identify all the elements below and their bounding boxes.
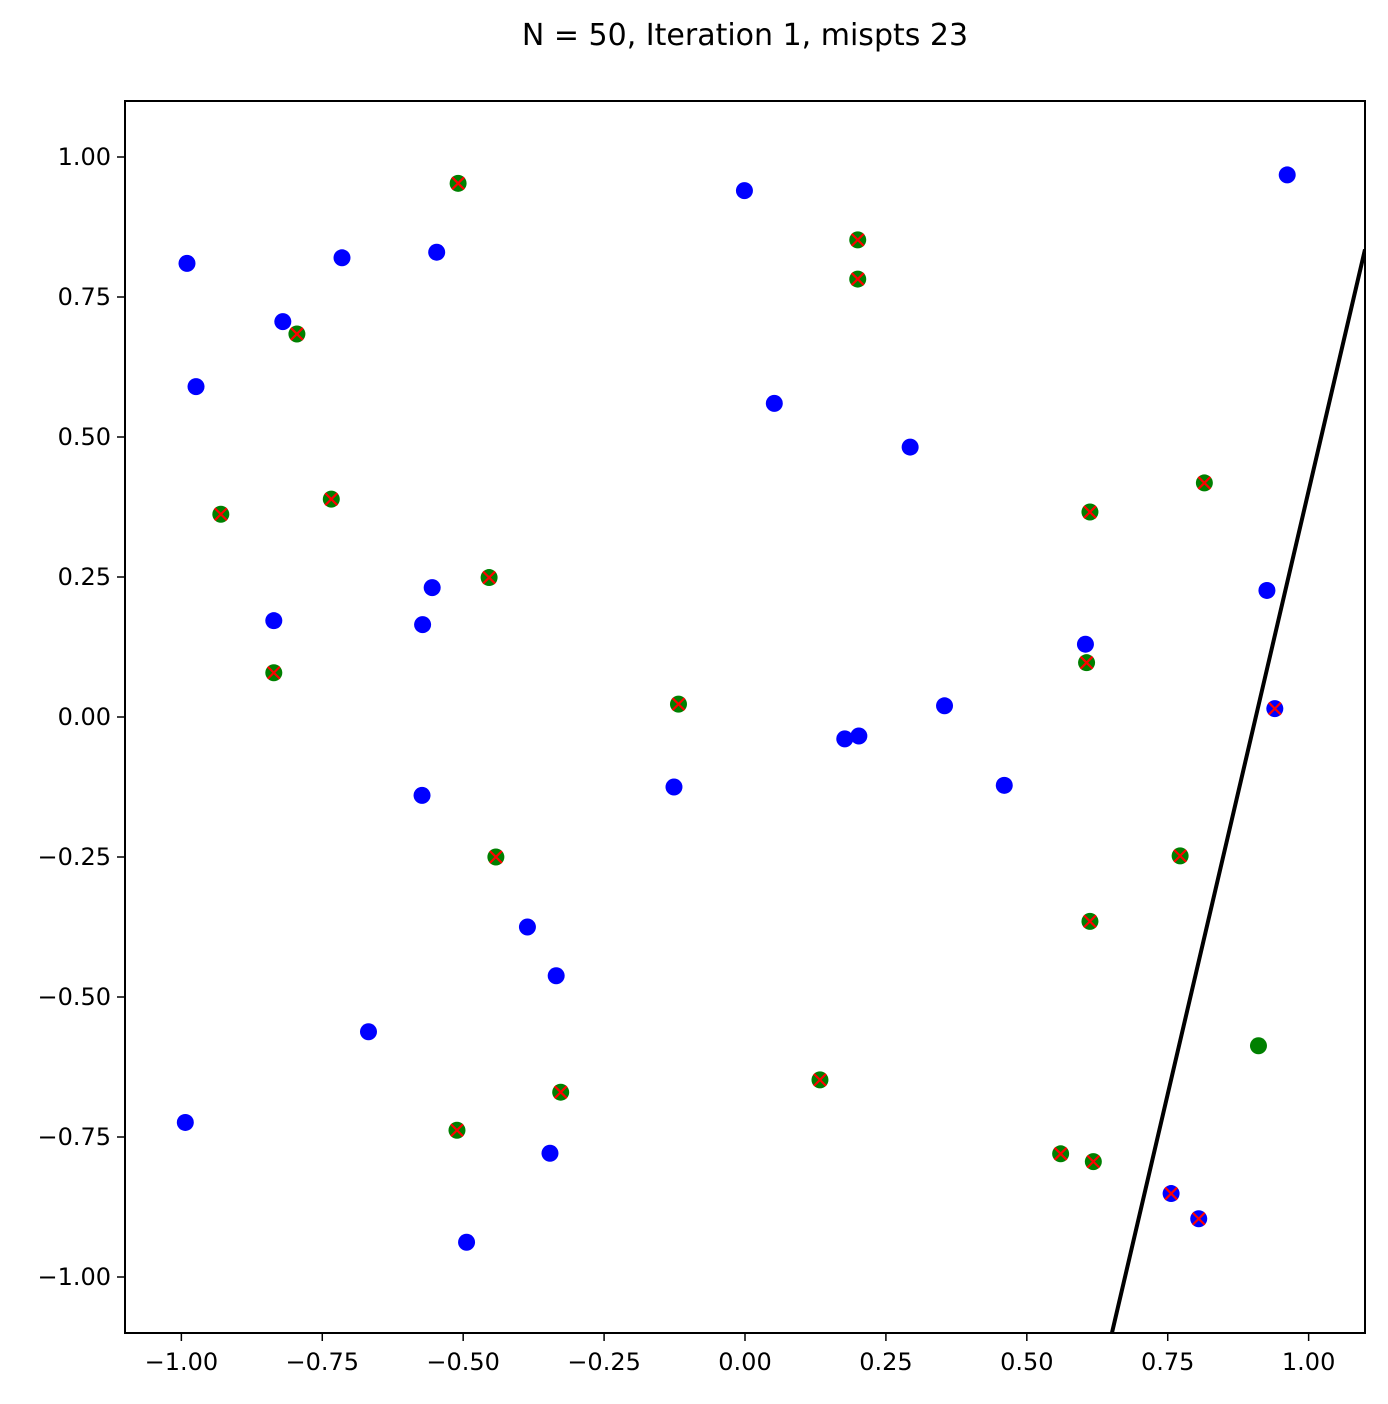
blue-point <box>936 697 954 715</box>
green-point <box>1249 1037 1267 1055</box>
misclassified-x-marker <box>1083 505 1097 519</box>
blue-point <box>735 182 753 200</box>
blue-point <box>836 730 854 748</box>
misclassified-x-marker <box>450 1123 464 1138</box>
x-tick-label: −0.50 <box>426 1348 500 1376</box>
misclassified-x-marker <box>1083 914 1097 929</box>
blue-point <box>333 249 351 267</box>
blue-point <box>265 612 283 630</box>
y-tick-label: −1.00 <box>37 1263 111 1291</box>
blue-point <box>765 394 783 412</box>
axes-frame <box>124 100 1366 1334</box>
x-tick-label: −0.25 <box>567 1348 641 1376</box>
chart-title: N = 50, Iteration 1, mispts 23 <box>522 18 968 53</box>
blue-point <box>274 313 292 331</box>
misclassified-x-marker <box>1164 1186 1178 1201</box>
misclassified-x-marker <box>482 570 496 585</box>
x-tick-label: 0.00 <box>718 1348 771 1376</box>
misclassified-x-marker <box>1053 1147 1068 1161</box>
misclassified-x-marker <box>1191 1211 1206 1226</box>
misclassified-x-marker <box>1268 701 1282 716</box>
misclassified-x-marker <box>1197 476 1212 490</box>
y-tick-label: −0.25 <box>37 843 111 871</box>
blue-point <box>1278 166 1296 184</box>
misclassified-x-marker <box>813 1073 827 1087</box>
misclassified-x-marker <box>850 272 865 286</box>
blue-point <box>428 243 446 261</box>
y-tick-label: −0.75 <box>37 1123 111 1151</box>
misclassified-x-marker <box>267 665 281 680</box>
misclassified-x-marker <box>214 507 228 522</box>
blue-point <box>1076 635 1094 653</box>
y-tick-label: 0.50 <box>58 423 111 451</box>
x-tick-label: 1.00 <box>1282 1348 1335 1376</box>
blue-point <box>458 1233 476 1251</box>
x-tick-label: −0.75 <box>285 1348 359 1376</box>
misclassified-x-marker <box>850 233 865 247</box>
y-tick-label: 0.25 <box>58 563 111 591</box>
blue-point <box>850 727 868 745</box>
x-tick-label: 0.50 <box>1000 1348 1053 1376</box>
blue-point <box>176 1113 194 1131</box>
misclassified-x-marker <box>1173 849 1187 863</box>
blue-point <box>187 378 205 396</box>
blue-point <box>414 616 432 634</box>
blue-point <box>547 967 565 985</box>
blue-point <box>413 786 431 804</box>
blue-point <box>178 254 196 272</box>
blue-point <box>901 438 919 456</box>
blue-point <box>423 579 441 597</box>
y-tick-label: −0.50 <box>37 983 111 1011</box>
blue-point <box>995 776 1013 794</box>
blue-point <box>665 778 683 796</box>
x-tick-label: 0.25 <box>859 1348 912 1376</box>
misclassified-x-marker <box>451 176 465 191</box>
misclassified-x-marker <box>1079 655 1094 670</box>
y-tick-label: 0.75 <box>58 283 111 311</box>
misclassified-x-marker <box>324 492 339 506</box>
decision-boundary-line <box>1109 248 1365 1333</box>
misclassified-x-marker <box>553 1085 568 1099</box>
blue-point <box>518 918 536 936</box>
misclassified-x-marker <box>1086 1154 1101 1169</box>
misclassified-x-marker <box>489 850 503 864</box>
blue-point <box>541 1144 559 1162</box>
x-tick-label: 0.75 <box>1141 1348 1194 1376</box>
misclassified-x-marker <box>290 327 304 341</box>
misclassified-x-marker <box>671 697 686 711</box>
plot-area <box>176 166 1365 1333</box>
blue-point <box>359 1023 377 1041</box>
axis-ticks: −1.00 −0.75 −0.50 −0.25 0.00 0.25 0.50 0.75 1.00… <box>37 143 1335 1376</box>
y-tick-label: 0.00 <box>58 703 111 731</box>
x-tick-label: −1.00 <box>145 1348 219 1376</box>
y-tick-label: 1.00 <box>58 143 111 171</box>
blue-point <box>1258 581 1276 599</box>
